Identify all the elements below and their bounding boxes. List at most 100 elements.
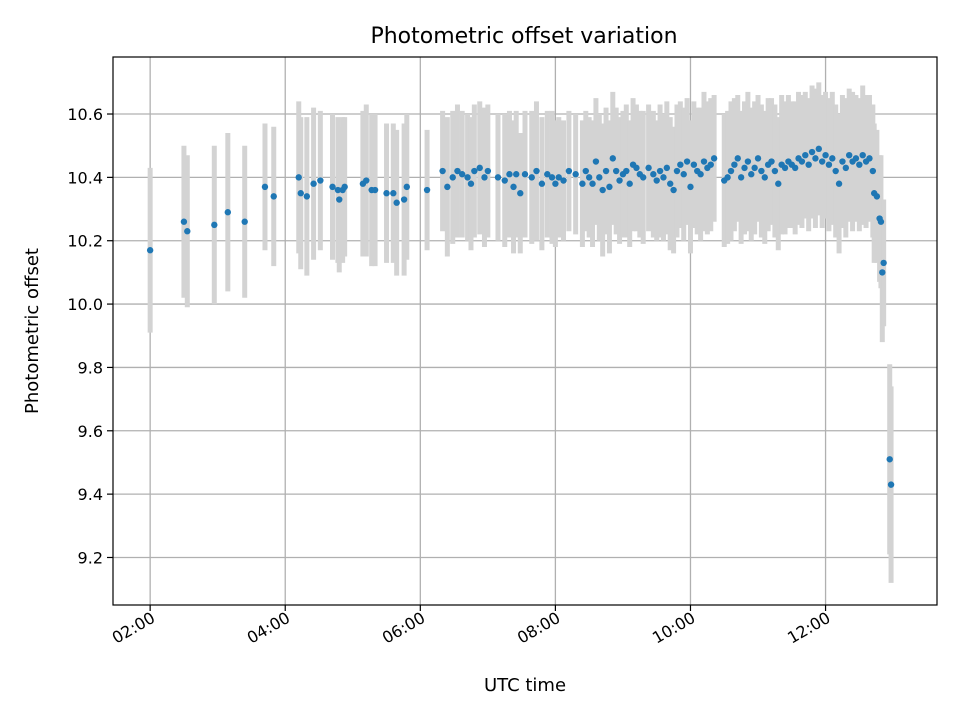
data-point [476, 164, 483, 172]
data-point [582, 167, 589, 175]
y-axis-label: Photometric offset [22, 248, 43, 414]
data-point [310, 180, 317, 187]
data-point [341, 183, 348, 191]
data-point [645, 164, 652, 172]
data-point [734, 155, 741, 162]
data-point [842, 164, 850, 172]
data-point [555, 174, 562, 181]
data-point [856, 161, 863, 168]
data-point [303, 193, 311, 200]
data-point [866, 155, 873, 162]
chart-title: Photometric offset variation [370, 24, 677, 49]
data-point [506, 171, 513, 178]
data-point [660, 174, 667, 181]
y-axis-ticks: 9.2 9.4 9.6 9.8 10.0 10.2 10.4 10.6 [67, 105, 113, 567]
y-tick-label: 9.2 [78, 548, 103, 567]
data-point [877, 218, 885, 225]
data-point [510, 183, 517, 191]
x-tick-label: 04:00 [244, 608, 293, 648]
plot-area-frame [112, 56, 938, 606]
error-bars [147, 82, 894, 583]
data-point [808, 148, 816, 156]
data-point [815, 145, 823, 153]
data-point [423, 186, 431, 194]
data-point [835, 180, 843, 187]
data-point [393, 199, 400, 206]
data-point [663, 164, 671, 172]
data-point [501, 177, 508, 184]
y-tick-label: 9.8 [78, 358, 103, 377]
data-point [572, 171, 579, 178]
data-point [748, 171, 755, 178]
data-point [592, 158, 600, 165]
data-point [687, 183, 694, 191]
data-point [528, 174, 535, 181]
data-point [737, 174, 745, 181]
data-point [596, 174, 603, 181]
data-point [371, 186, 379, 194]
data-point [585, 174, 593, 181]
data-point [400, 196, 408, 203]
data-point [612, 167, 620, 175]
data-point [544, 171, 551, 178]
data-point [852, 155, 860, 162]
data-point [639, 174, 647, 181]
data-points [146, 145, 895, 488]
data-point [481, 174, 488, 181]
data-point [667, 180, 674, 187]
data-point [560, 177, 567, 184]
data-point [626, 180, 633, 187]
data-point [494, 174, 502, 181]
data-point [812, 155, 819, 162]
data-point [741, 164, 748, 172]
data-point [513, 171, 520, 178]
data-point [829, 155, 836, 162]
data-point [707, 161, 714, 168]
data-point [449, 174, 456, 181]
data-point [697, 171, 704, 178]
data-point [768, 158, 775, 165]
y-tick-label: 9.4 [78, 485, 103, 504]
data-point [839, 158, 846, 165]
data-point [565, 167, 573, 175]
data-point [656, 167, 664, 175]
data-point [270, 193, 277, 200]
data-point [845, 151, 853, 159]
data-point [700, 158, 708, 165]
data-point [771, 167, 779, 175]
data-point [146, 247, 154, 254]
data-point [724, 174, 731, 181]
data-point [471, 167, 478, 175]
data-point [464, 174, 471, 181]
x-tick-label: 12:00 [784, 608, 833, 648]
data-point [517, 190, 524, 197]
data-point [334, 186, 342, 194]
data-point [484, 167, 492, 175]
data-point [552, 180, 559, 187]
data-point [444, 183, 451, 191]
data-point [616, 177, 623, 184]
data-point [538, 180, 546, 187]
data-point [781, 164, 789, 172]
data-point [609, 155, 617, 162]
data-point [623, 167, 630, 175]
data-point [673, 167, 681, 175]
data-point [869, 167, 877, 175]
data-point [454, 167, 461, 175]
data-point [775, 180, 782, 187]
data-point [467, 180, 475, 187]
data-point [677, 161, 684, 168]
y-tick-label: 10.0 [67, 295, 103, 314]
data-point [261, 183, 269, 191]
data-point [533, 167, 540, 175]
data-point [751, 164, 758, 172]
data-point [690, 161, 698, 168]
x-axis-ticks: 02:00 04:00 06:00 08:00 10:00 12:00 [109, 605, 834, 648]
data-point [832, 167, 839, 175]
x-tick-label: 06:00 [379, 608, 428, 648]
data-point [403, 183, 411, 191]
data-point [680, 171, 687, 178]
data-point [805, 161, 812, 168]
